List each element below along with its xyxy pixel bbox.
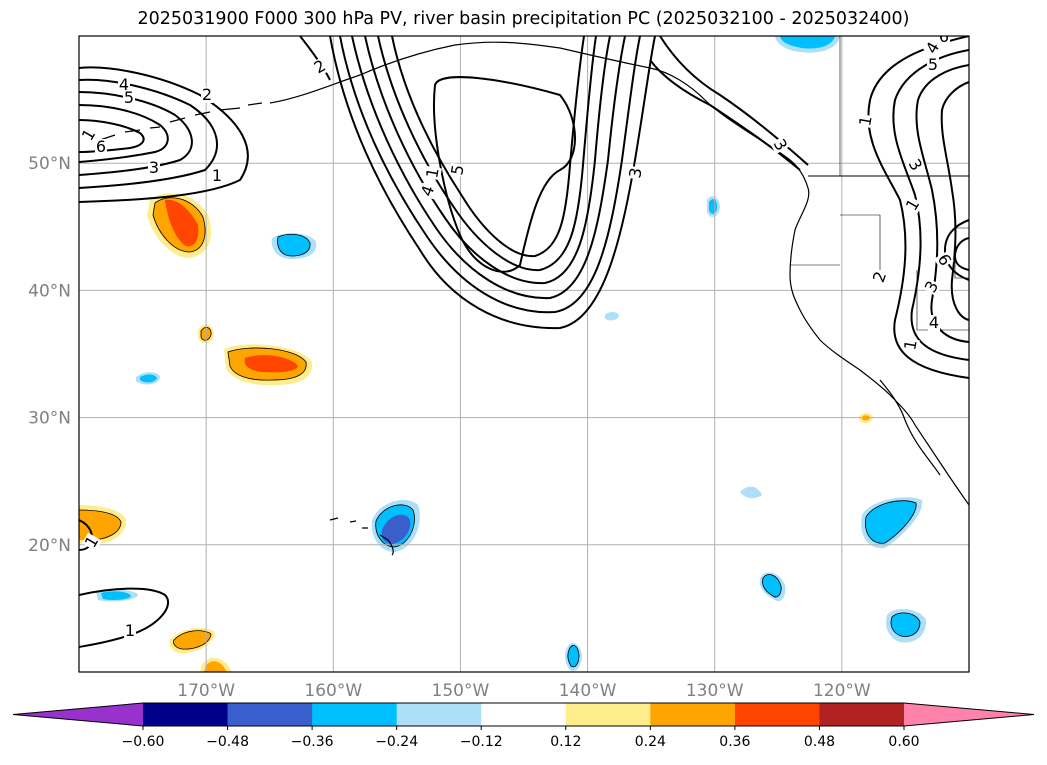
gridlines [79, 36, 969, 672]
contour-label-bg [770, 135, 790, 155]
colorbar-tick-label: −0.24 [375, 734, 418, 750]
colorbar-tick-label: 0.48 [804, 734, 835, 750]
contour-label: 6 [96, 137, 106, 156]
colorbar-tick-label: 0.60 [888, 734, 919, 750]
contour-label-bg [922, 277, 942, 297]
contour-label-bg [418, 182, 438, 200]
colorbar-extend-low [13, 703, 143, 726]
colorbar-extend-high [904, 703, 1034, 726]
lat-tick-label: 20°N [28, 536, 71, 556]
colorbar-segment [734, 703, 820, 726]
contour-label-bg [902, 337, 920, 353]
contour-label-bg [928, 315, 940, 331]
contour-label: 1 [422, 166, 442, 179]
contour-label-bg [938, 36, 950, 45]
contour-label-bg [905, 155, 925, 175]
contour-label: 3 [149, 158, 159, 177]
contour-label-bg [923, 38, 943, 58]
contour-label-bg [211, 168, 223, 184]
longitude-ticks: 170°W 160°W 150°W 140°W 130°W 120°W [177, 681, 871, 701]
contour-label-bg [148, 160, 160, 176]
lat-tick-label: 50°N [28, 154, 71, 174]
map-title: 2025031900 F000 300 hPa PV, river basin … [137, 9, 910, 29]
contour-label-bg [857, 113, 875, 129]
lat-tick-label: 40°N [28, 281, 71, 301]
contour-label-bg [124, 623, 136, 639]
contour-label: 5 [928, 55, 938, 74]
colorbar-segment [481, 703, 567, 726]
contour-label-bg [424, 165, 442, 181]
map-frame [78, 35, 970, 673]
colorbar-tick-label: 0.36 [719, 734, 750, 750]
colorbar-tick-label: −0.12 [460, 734, 503, 750]
contour-label: 4 [929, 313, 939, 332]
colorbar-segment [312, 703, 398, 726]
colorbar-tick-label: −0.36 [291, 734, 334, 750]
pv-contours [79, 36, 969, 648]
lon-tick-label: 130°W [686, 681, 744, 701]
colorbar-segment [565, 703, 651, 726]
precip-outlines [79, 197, 921, 668]
colorbar-tick-label: 0.12 [550, 734, 581, 750]
contour-label-bg [927, 57, 939, 73]
contour-label: 4 [119, 75, 129, 94]
contour-label-bg [449, 162, 467, 178]
contour-label: 1 [212, 166, 222, 185]
contour-label-bg [903, 195, 923, 215]
contour-label: 6 [939, 27, 949, 46]
contour-label: 3 [625, 166, 645, 179]
contour-label-bg [870, 268, 890, 286]
contour-label-bg [95, 139, 107, 155]
contour-label: 2 [202, 85, 212, 104]
contour-label-bg [79, 125, 99, 145]
contour-label-bg [118, 77, 130, 93]
contour-label-bg [627, 165, 645, 181]
colorbar-tick-label: 0.24 [635, 734, 666, 750]
lon-tick-label: 140°W [559, 681, 617, 701]
colorbar-segment [143, 703, 229, 726]
colorbar-segment [819, 703, 905, 726]
lon-tick-label: 160°W [304, 681, 362, 701]
colorbar-segment [396, 703, 482, 726]
contour-label-bg [201, 87, 213, 103]
latitude-ticks: 50°N 40°N 30°N 20°N [28, 154, 71, 556]
colorbar-tick-label: −0.60 [122, 734, 165, 750]
contour-label-bg [310, 57, 330, 77]
contour-label-bg [82, 532, 102, 552]
lon-tick-label: 120°W [813, 681, 871, 701]
colorbar-segment [227, 703, 313, 726]
colorbar-segment [650, 703, 736, 726]
lon-tick-label: 170°W [177, 681, 235, 701]
contour-label: 1 [125, 621, 135, 640]
contour-label: 1 [900, 338, 920, 351]
contour-label: 1 [855, 114, 875, 127]
colorbar: −0.60 −0.48 −0.36 −0.24 −0.12 0.12 0.24 0.36 0.4… [12, 702, 1035, 750]
contour-label-bg [123, 90, 135, 106]
contour-label: 5 [447, 163, 467, 176]
colorbar-tick-label: −0.48 [206, 734, 249, 750]
contour-label-bg [934, 250, 954, 270]
contour-label: 5 [124, 88, 134, 107]
lon-tick-label: 150°W [432, 681, 490, 701]
lat-tick-label: 30°N [28, 409, 71, 429]
